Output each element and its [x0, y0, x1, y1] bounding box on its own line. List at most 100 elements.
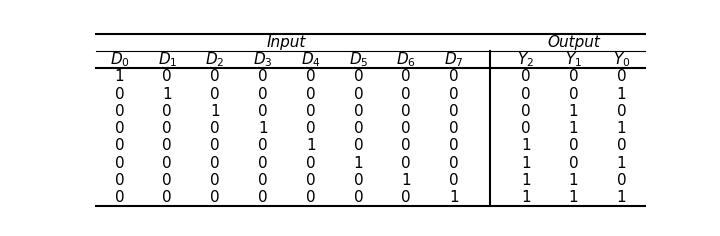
Text: $Y_2$: $Y_2$ [517, 50, 534, 69]
Text: 0: 0 [306, 69, 315, 84]
Text: 0: 0 [569, 69, 578, 84]
Text: 1: 1 [354, 156, 364, 171]
Text: 0: 0 [258, 139, 268, 153]
Text: 0: 0 [616, 173, 626, 188]
Text: $D_7$: $D_7$ [444, 50, 464, 69]
Text: 0: 0 [258, 87, 268, 102]
Text: 1: 1 [616, 121, 626, 136]
Text: 0: 0 [449, 121, 459, 136]
Text: 0: 0 [258, 156, 268, 171]
Text: 0: 0 [449, 104, 459, 119]
Text: 0: 0 [163, 121, 172, 136]
Text: 0: 0 [210, 121, 220, 136]
Text: 0: 0 [163, 156, 172, 171]
Text: 0: 0 [521, 104, 531, 119]
Text: Input: Input [267, 35, 307, 50]
Text: 0: 0 [163, 139, 172, 153]
Text: 0: 0 [354, 121, 364, 136]
Text: 0: 0 [616, 104, 626, 119]
Text: $D_4$: $D_4$ [301, 50, 320, 69]
Text: 0: 0 [306, 121, 315, 136]
Text: 0: 0 [258, 69, 268, 84]
Text: 0: 0 [258, 173, 268, 188]
Text: 0: 0 [402, 104, 411, 119]
Text: 0: 0 [210, 190, 220, 205]
Text: 0: 0 [449, 87, 459, 102]
Text: 0: 0 [449, 139, 459, 153]
Text: 0: 0 [616, 139, 626, 153]
Text: 0: 0 [163, 190, 172, 205]
Text: 1: 1 [258, 121, 268, 136]
Text: 0: 0 [449, 173, 459, 188]
Text: 0: 0 [402, 139, 411, 153]
Text: 0: 0 [306, 104, 315, 119]
Text: 0: 0 [306, 190, 315, 205]
Text: 1: 1 [569, 104, 578, 119]
Text: 0: 0 [354, 69, 364, 84]
Text: 1: 1 [569, 173, 578, 188]
Text: 1: 1 [521, 190, 531, 205]
Text: 1: 1 [210, 104, 220, 119]
Text: $D_5$: $D_5$ [348, 50, 368, 69]
Text: 1: 1 [569, 190, 578, 205]
Text: 1: 1 [114, 69, 125, 84]
Text: 1: 1 [521, 139, 531, 153]
Text: 0: 0 [163, 69, 172, 84]
Text: 0: 0 [354, 104, 364, 119]
Text: 0: 0 [210, 69, 220, 84]
Text: $D_1$: $D_1$ [158, 50, 177, 69]
Text: $D_2$: $D_2$ [205, 50, 225, 69]
Text: 1: 1 [163, 87, 172, 102]
Text: 0: 0 [449, 156, 459, 171]
Text: 0: 0 [402, 69, 411, 84]
Text: 0: 0 [258, 104, 268, 119]
Text: 0: 0 [402, 156, 411, 171]
Text: 1: 1 [306, 139, 315, 153]
Text: 0: 0 [163, 104, 172, 119]
Text: 0: 0 [354, 173, 364, 188]
Text: 0: 0 [569, 156, 578, 171]
Text: 0: 0 [521, 87, 531, 102]
Text: 0: 0 [354, 190, 364, 205]
Text: 0: 0 [449, 69, 459, 84]
Text: 1: 1 [616, 190, 626, 205]
Text: 0: 0 [569, 87, 578, 102]
Text: 1: 1 [616, 156, 626, 171]
Text: 0: 0 [402, 121, 411, 136]
Text: 0: 0 [354, 87, 364, 102]
Text: $D_0$: $D_0$ [109, 50, 130, 69]
Text: 0: 0 [616, 69, 626, 84]
Text: 0: 0 [114, 104, 125, 119]
Text: 0: 0 [210, 173, 220, 188]
Text: 0: 0 [163, 173, 172, 188]
Text: 0: 0 [306, 156, 315, 171]
Text: $D_6$: $D_6$ [396, 50, 416, 69]
Text: $D_3$: $D_3$ [253, 50, 273, 69]
Text: 0: 0 [569, 139, 578, 153]
Text: 0: 0 [521, 121, 531, 136]
Text: 0: 0 [258, 190, 268, 205]
Text: 0: 0 [210, 139, 220, 153]
Text: 0: 0 [521, 69, 531, 84]
Text: $Y_0$: $Y_0$ [613, 50, 630, 69]
Text: 0: 0 [114, 87, 125, 102]
Text: 0: 0 [114, 190, 125, 205]
Text: 1: 1 [616, 87, 626, 102]
Text: 0: 0 [402, 190, 411, 205]
Text: 0: 0 [114, 173, 125, 188]
Text: 1: 1 [521, 156, 531, 171]
Text: 1: 1 [521, 173, 531, 188]
Text: 0: 0 [114, 121, 125, 136]
Text: 0: 0 [306, 87, 315, 102]
Text: 0: 0 [210, 87, 220, 102]
Text: Output: Output [547, 35, 600, 50]
Text: 0: 0 [402, 87, 411, 102]
Text: 0: 0 [354, 139, 364, 153]
Text: 0: 0 [114, 156, 125, 171]
Text: 0: 0 [210, 156, 220, 171]
Text: 1: 1 [449, 190, 459, 205]
Text: 0: 0 [306, 173, 315, 188]
Text: 0: 0 [114, 139, 125, 153]
Text: $Y_1$: $Y_1$ [565, 50, 582, 69]
Text: 1: 1 [402, 173, 411, 188]
